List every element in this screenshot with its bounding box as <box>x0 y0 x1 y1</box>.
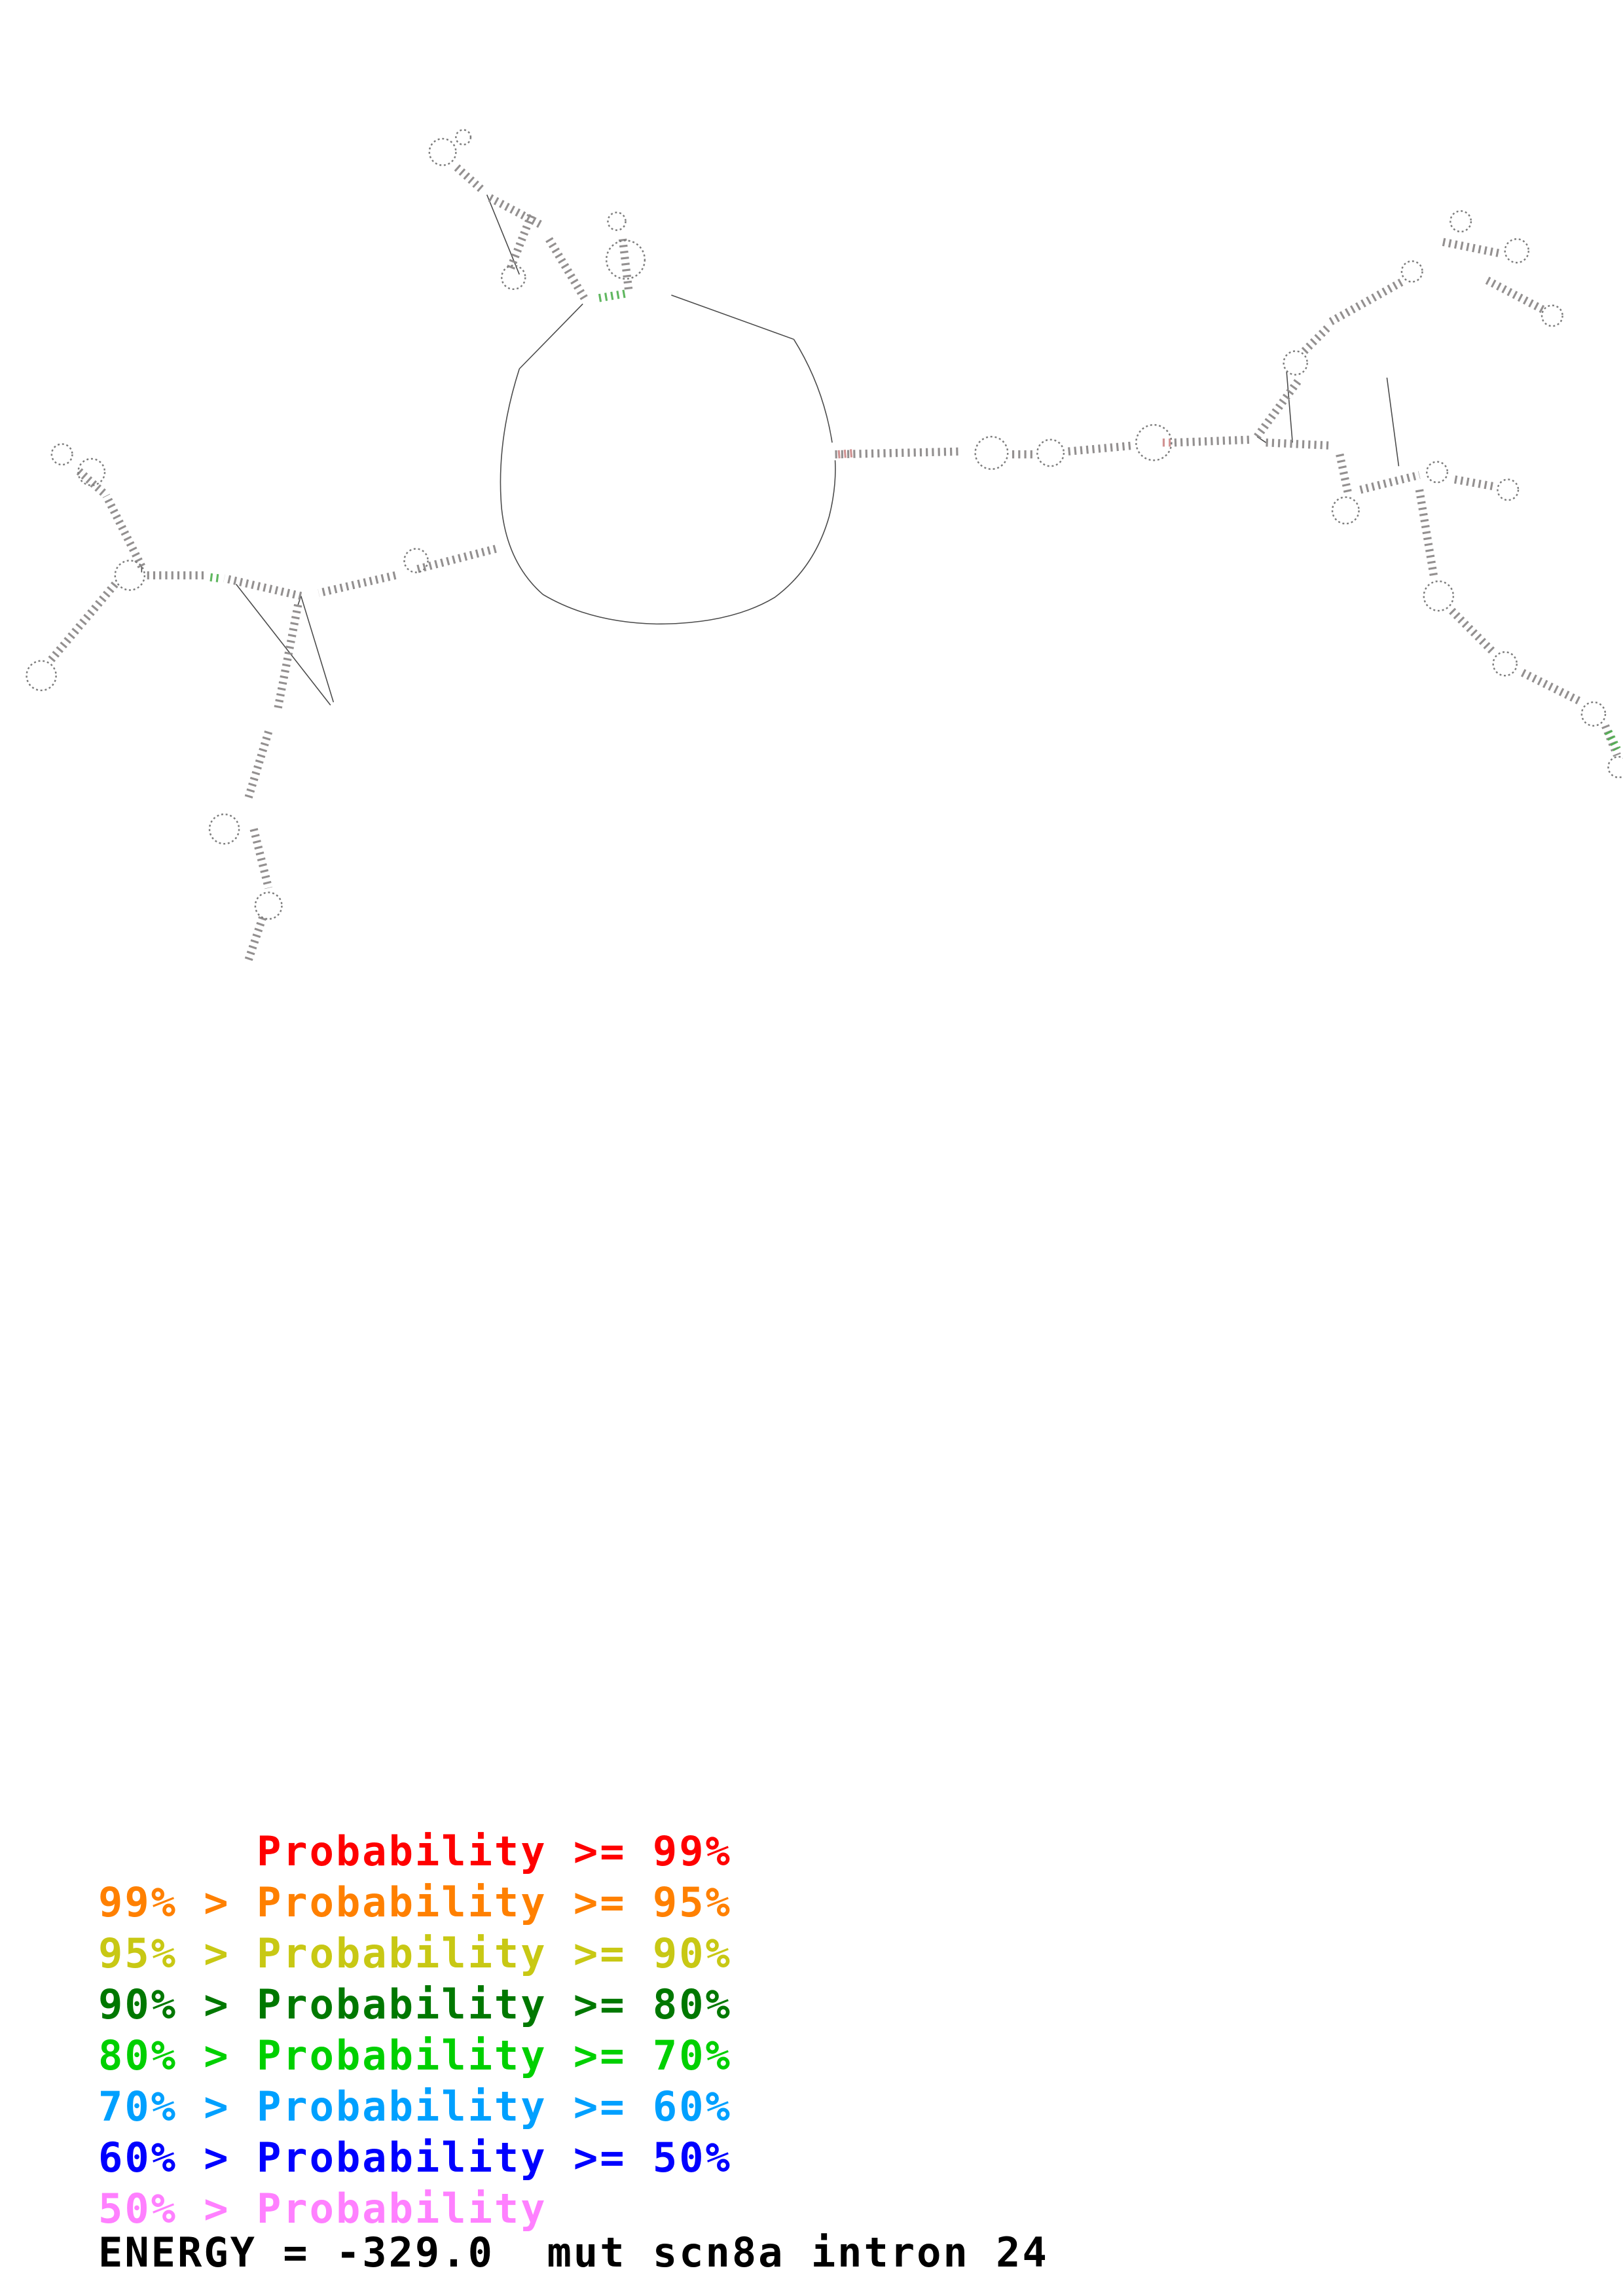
energy-label: ENERGY = -329.0 mut scn8a intron 24 <box>98 2229 1049 2276</box>
helix-accent-red <box>837 438 1175 459</box>
legend-row-below-50: 50% > Probability <box>98 2185 547 2233</box>
central-loop-outline <box>500 295 836 625</box>
legend-row-50: 60% > Probability >= 50% <box>98 2134 732 2181</box>
helix-accent-green <box>206 289 1621 751</box>
legend-row-80: 90% > Probability >= 80% <box>98 1981 732 2028</box>
rna-structure-plot <box>26 129 1623 963</box>
helix-ladders <box>46 162 1621 963</box>
legend-row-90: 95% > Probability >= 90% <box>98 1929 732 1977</box>
legend-row-99: Probability >= 99% <box>98 1827 732 1875</box>
legend-row-70: 80% > Probability >= 70% <box>98 2032 732 2079</box>
legend-row-60: 70% > Probability >= 60% <box>98 2083 732 2130</box>
connector-lines <box>141 194 1400 706</box>
legend-row-95: 99% > Probability >= 95% <box>98 1878 732 1926</box>
loop-circles <box>26 129 1623 920</box>
probability-legend: Probability >= 99% 99% > Probability >= … <box>98 1826 732 2234</box>
